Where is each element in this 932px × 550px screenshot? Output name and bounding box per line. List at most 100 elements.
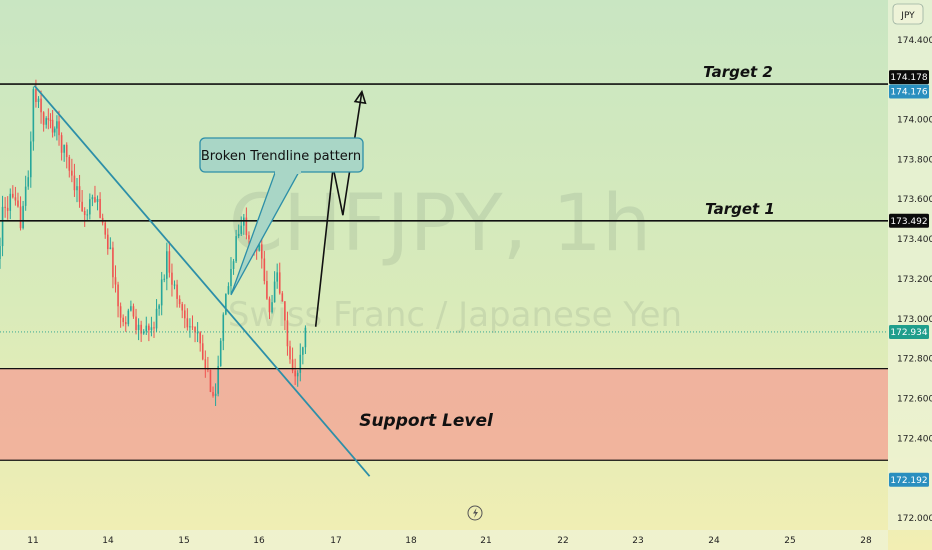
price-badge-label: 172.192 — [890, 476, 927, 486]
candle-body — [47, 118, 50, 120]
lightning-icon[interactable] — [467, 505, 483, 521]
candle-body — [268, 298, 271, 313]
candle-body — [117, 284, 119, 307]
price-badge-label: 174.178 — [890, 73, 927, 83]
candle-body — [286, 320, 289, 347]
callout-box[interactable]: Broken Trendline pattern — [199, 137, 364, 296]
candle-body — [168, 251, 171, 273]
time-axis-background — [0, 530, 888, 550]
time-tick-label: 17 — [330, 536, 341, 546]
candle-body — [304, 327, 307, 348]
candle-body — [225, 293, 227, 315]
candle-body — [196, 332, 199, 334]
candle-body — [155, 308, 158, 329]
candle-body — [245, 217, 248, 236]
time-tick-label: 25 — [784, 536, 795, 546]
candle-body — [260, 244, 263, 259]
candle-body — [35, 89, 37, 103]
candle-body — [166, 251, 168, 279]
candle-body — [230, 268, 232, 287]
candle-body — [27, 177, 30, 187]
candle-body — [248, 235, 250, 240]
candle-body — [142, 331, 145, 334]
candle-body — [212, 391, 214, 396]
candle-body — [83, 211, 86, 215]
candle-body — [284, 301, 286, 321]
price-tick-label: 173.000 — [897, 315, 932, 325]
candle-body — [137, 324, 140, 330]
candle-body — [19, 206, 22, 229]
candle-body — [32, 89, 35, 142]
candle-body — [112, 247, 114, 278]
price-tick-label: 173.800 — [897, 155, 932, 165]
candle-body — [127, 310, 130, 325]
price-badge — [889, 472, 929, 487]
candle-body — [278, 272, 281, 294]
candle-body — [237, 233, 240, 237]
target-label-2: Target 1 — [705, 200, 775, 218]
candle-body — [24, 186, 27, 206]
candle-body — [281, 293, 284, 302]
price-badges: 174.178 174.176 173.492 172.934 172.192 — [889, 70, 929, 487]
candle-body — [17, 200, 19, 207]
candle-body — [40, 98, 42, 113]
candle-body — [145, 325, 148, 332]
time-tick-label: 21 — [480, 536, 491, 546]
candle-body — [106, 234, 109, 250]
candle-body — [299, 354, 302, 373]
price-tick-label: 174.400 — [897, 36, 932, 46]
projection-arrowhead — [353, 89, 367, 105]
candle-body — [266, 280, 268, 299]
watermark-description: Swiss Franc / Japanese Yen — [228, 295, 682, 335]
candle-body — [56, 121, 58, 129]
price-axis[interactable]: 174.400 174.000 173.800 173.600 173.400 173.2… — [897, 36, 932, 524]
candle-body — [263, 258, 266, 281]
price-tick-label: 172.600 — [897, 394, 932, 404]
candle-body — [104, 222, 107, 235]
candle-body — [302, 347, 304, 355]
candle-body — [29, 141, 32, 178]
price-tick-label: 173.200 — [897, 275, 932, 285]
candle-body — [68, 157, 71, 171]
candle-body — [58, 121, 60, 136]
time-axis[interactable]: 11 14 15 16 17 18 21 22 23 24 25 28 — [27, 536, 872, 546]
candle-body — [258, 244, 261, 251]
price-tick-label: 173.400 — [897, 235, 932, 245]
candle-body — [45, 118, 47, 125]
candle-body — [135, 316, 137, 330]
price-badge-label: 173.492 — [890, 217, 927, 227]
broken-trendline[interactable] — [33, 85, 371, 477]
candle-body — [232, 261, 235, 269]
candle-body — [186, 318, 189, 328]
candle-body — [12, 193, 14, 198]
candle-body — [94, 197, 96, 203]
candle-body — [6, 207, 9, 211]
time-tick-label: 14 — [102, 536, 114, 546]
candle-body — [222, 314, 225, 341]
time-tick-label: 22 — [557, 536, 568, 546]
price-badge — [889, 70, 929, 85]
candle-body — [214, 393, 217, 396]
support-level-label: Support Level — [359, 411, 494, 431]
candle-body — [289, 346, 291, 360]
candle-body — [201, 343, 204, 360]
time-tick-label: 15 — [178, 536, 189, 546]
candle-body — [209, 369, 212, 392]
candle-body — [81, 201, 83, 212]
candle-body — [181, 304, 184, 311]
candle-body — [160, 279, 163, 306]
candle-body — [51, 119, 54, 133]
candle-body — [148, 325, 150, 331]
candle-body — [276, 272, 278, 282]
candle-body — [1, 206, 4, 247]
candle-body — [49, 119, 52, 121]
candle-body — [219, 340, 222, 367]
candle-body — [42, 112, 45, 125]
candle-body — [240, 225, 243, 234]
currency-button[interactable]: JPY — [892, 3, 924, 25]
price-tick-label: 172.400 — [897, 434, 932, 444]
candle-body — [194, 327, 196, 333]
time-tick-label: 28 — [860, 536, 872, 546]
candle-body — [122, 317, 124, 323]
